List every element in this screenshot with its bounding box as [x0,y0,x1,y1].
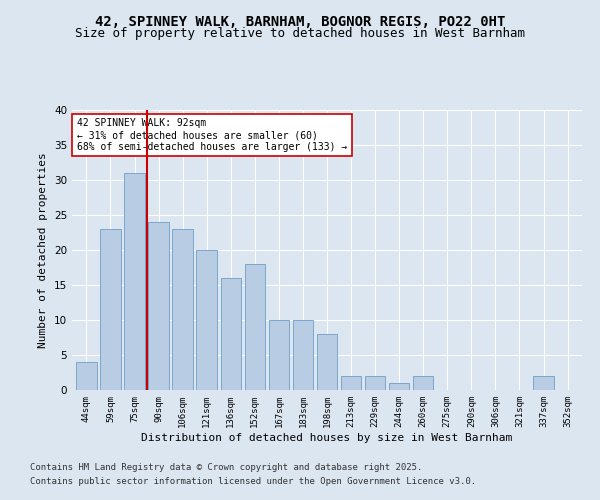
Bar [172,229,193,390]
Text: 42, SPINNEY WALK, BARNHAM, BOGNOR REGIS, PO22 0HT: 42, SPINNEY WALK, BARNHAM, BOGNOR REGIS,… [95,15,505,29]
Text: 42 SPINNEY WALK: 92sqm
← 31% of detached houses are smaller (60)
68% of semi-det: 42 SPINNEY WALK: 92sqm ← 31% of detached… [77,118,347,152]
Bar [148,222,169,390]
Bar [221,278,241,390]
Bar [317,334,337,390]
Bar [293,320,313,390]
X-axis label: Distribution of detached houses by size in West Barnham: Distribution of detached houses by size … [142,432,512,442]
Bar [269,320,289,390]
Bar [389,383,409,390]
Y-axis label: Number of detached properties: Number of detached properties [38,152,49,348]
Bar [533,376,554,390]
Text: Size of property relative to detached houses in West Barnham: Size of property relative to detached ho… [75,28,525,40]
Bar [413,376,433,390]
Text: Contains public sector information licensed under the Open Government Licence v3: Contains public sector information licen… [30,477,476,486]
Bar [365,376,385,390]
Text: Contains HM Land Registry data © Crown copyright and database right 2025.: Contains HM Land Registry data © Crown c… [30,464,422,472]
Bar [245,264,265,390]
Bar [100,229,121,390]
Bar [76,362,97,390]
Bar [124,173,145,390]
Bar [196,250,217,390]
Bar [341,376,361,390]
